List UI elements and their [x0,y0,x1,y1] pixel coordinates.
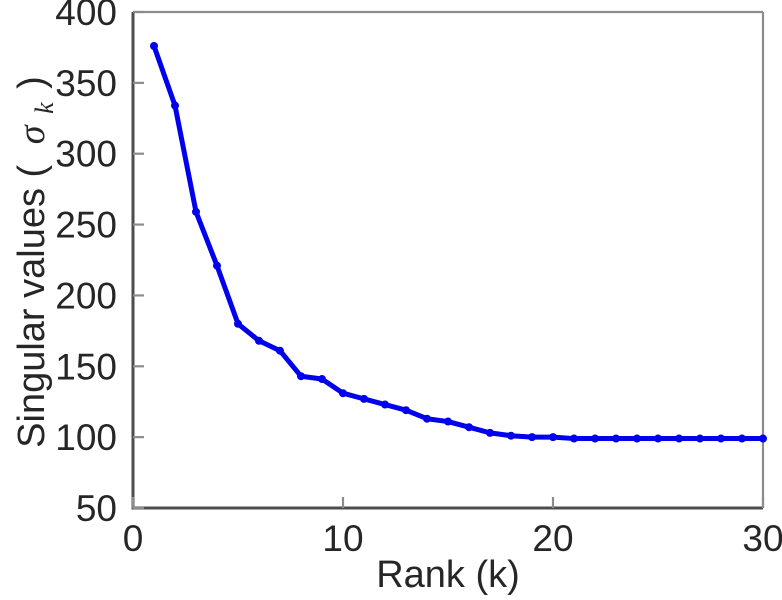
data-point-25 [654,434,662,443]
data-point-2 [171,101,179,110]
y-axis-title-group: Singular values ( σ k ) [11,76,62,448]
data-point-3 [192,207,200,216]
data-point-20 [549,433,557,442]
y-axis-title-suffix: ) [11,76,53,89]
data-point-18 [507,431,515,440]
y-tick-label-350: 350 [55,63,117,104]
data-point-16 [465,423,473,432]
y-tick-label-100: 100 [55,417,117,458]
x-tick-label-10: 10 [322,518,363,559]
data-point-26 [675,434,683,443]
data-point-14 [423,414,431,423]
y-tick-label-50: 50 [76,488,117,529]
data-point-6 [255,336,263,345]
data-point-11 [360,394,368,403]
y-axis-title: Singular values ( σ k ) [11,76,62,448]
data-point-5 [234,319,242,328]
data-point-4 [213,261,221,270]
x-tick-label-30: 30 [742,518,782,559]
data-point-19 [528,433,536,442]
data-point-22 [591,434,599,443]
data-point-15 [444,417,452,426]
y-tick-label-150: 150 [55,346,117,387]
data-point-17 [486,428,494,437]
x-tick-label-20: 20 [532,518,573,559]
data-point-30 [759,434,767,443]
data-point-24 [633,434,641,443]
y-axis-title-prefix: Singular values ( [11,164,53,447]
sigma-symbol: σ [11,124,53,144]
y-tick-label-400: 400 [55,0,117,33]
y-tick-marks [133,10,144,510]
series-markers [150,42,767,443]
y-tick-label-300: 300 [55,134,117,175]
data-point-1 [150,42,158,51]
x-tick-marks [131,497,765,508]
data-point-9 [318,375,326,384]
data-point-28 [717,434,725,443]
data-point-8 [297,372,305,381]
y-tick-labels: 50 100 150 200 250 300 350 400 [55,0,117,529]
data-point-12 [381,400,389,409]
data-point-27 [696,434,704,443]
x-axis-title: Rank (k) [376,554,520,596]
data-point-13 [402,406,410,415]
data-point-29 [738,434,746,443]
data-point-21 [570,434,578,443]
data-point-23 [612,434,620,443]
data-point-10 [339,389,347,398]
data-point-7 [276,346,284,355]
x-tick-labels: 0 10 20 30 [123,518,782,559]
y-tick-label-200: 200 [55,275,117,316]
data-series-singular-values [150,42,767,443]
x-tick-label-0: 0 [123,518,144,559]
y-tick-label-250: 250 [55,205,117,246]
sigma-subscript: k [30,102,59,114]
